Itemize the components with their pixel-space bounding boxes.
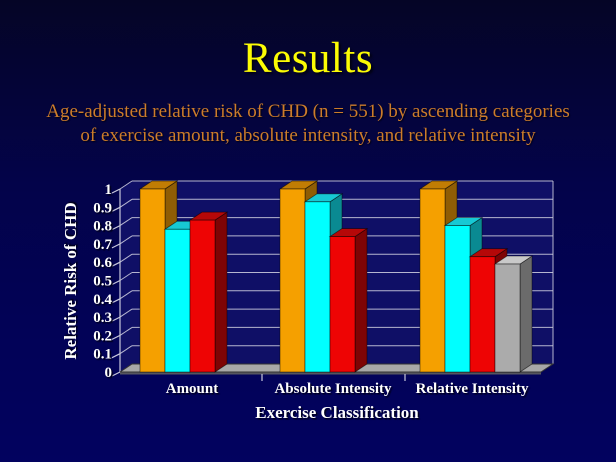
y-tick-label-0.4: 0.4 [93,292,112,308]
subtitle-line-1: Age-adjusted relative risk of CHD (n = 5… [46,101,570,122]
y-axis-tick [111,353,121,359]
y-tick-label-0: 0 [105,365,113,381]
gridline-left-stub [119,253,133,263]
y-axis-tick [111,206,121,212]
bar-relative-intensity-gray-front [494,263,521,373]
bar-amount-orange-front [139,188,166,373]
y-tick-label-0.2: 0.2 [93,328,112,344]
gridline-left-stub [119,235,133,245]
y-tick-label-0.3: 0.3 [93,310,112,326]
y-axis-tick [111,243,121,249]
gridline-left-stub [119,217,133,227]
bar-absolute-intensity-red-side [354,227,368,373]
bar-amount-red-side [214,211,228,373]
gridline-left-stub [119,326,133,336]
y-axis-tick [111,225,121,231]
category-label-relative-intensity: Relative Intensity [416,381,529,397]
y-axis-tick [111,279,121,286]
gridline-left-stub [119,308,133,318]
y-tick-label-0.1: 0.1 [93,347,112,363]
x-axis-title: Exercise Classification [255,403,419,422]
bar-amount-red-front [189,219,216,373]
bar-absolute-intensity-red-front [329,236,356,373]
y-axis-tick [111,371,121,377]
bar-relative-intensity-red-front [469,256,496,373]
y-tick-label-1: 1 [105,182,113,198]
y-tick-label-0.7: 0.7 [93,237,112,253]
category-label-absolute-intensity: Absolute Intensity [274,381,392,397]
bar-relative-intensity-cyan-front [444,225,471,373]
y-axis-tick [111,316,121,322]
gridline-left-stub [119,180,133,190]
bar-absolute-intensity-cyan-front [304,201,331,373]
y-axis-tick [111,188,121,194]
gridline-left-stub [119,290,133,300]
bar-relative-intensity-gray-side [519,255,533,373]
gridline-left-stub [119,198,133,208]
y-axis-tick [111,298,121,304]
y-tick-label-0.6: 0.6 [93,255,112,271]
y-axis-tick [111,334,121,340]
bar-amount-cyan-front [164,228,191,373]
y-tick-label-0.9: 0.9 [93,200,112,216]
y-tick-label-0.8: 0.8 [93,219,112,235]
subtitle-line-2: of exercise amount, absolute intensity, … [80,125,536,146]
y-axis-tick [111,261,121,267]
slide-title: Results [242,35,374,82]
category-label-amount: Amount [166,381,219,397]
y-axis-title: Relative Risk of CHD [61,202,80,359]
gridline-left-stub [119,345,133,355]
slide-subtitle: Age-adjusted relative risk of CHD (n = 5… [0,100,616,148]
bar-relative-intensity-orange-front [419,188,446,373]
gridline-left-stub [119,272,133,281]
y-tick-label-0.5: 0.5 [93,274,112,290]
bar-absolute-intensity-orange-front [279,188,306,373]
